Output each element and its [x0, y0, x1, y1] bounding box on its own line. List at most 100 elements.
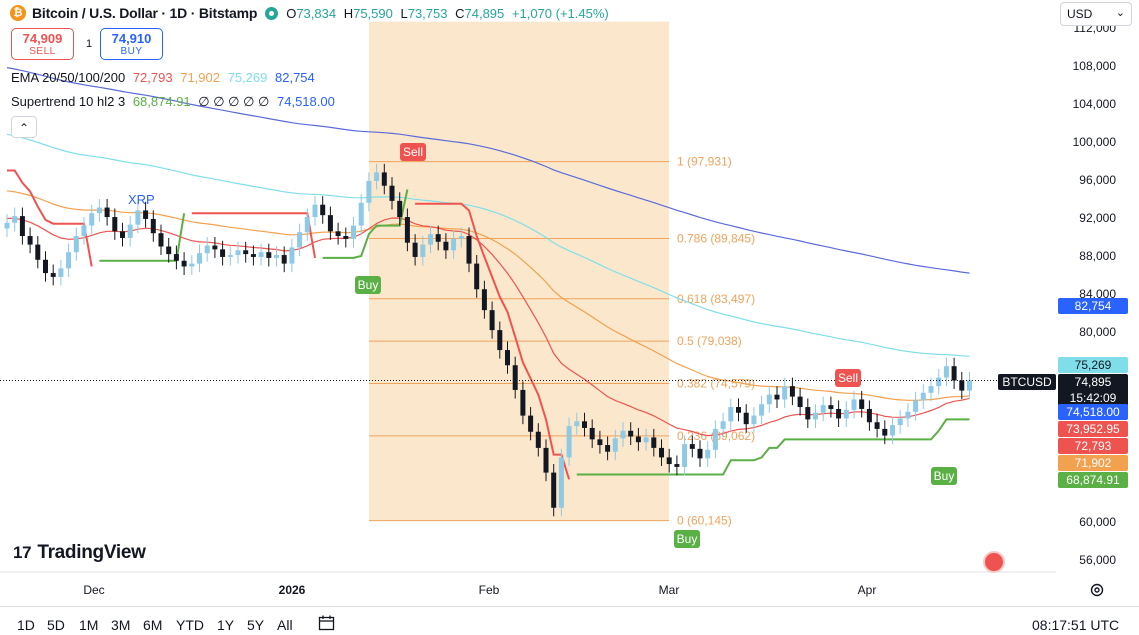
fib-level-label: 0.786 (89,845) — [677, 231, 755, 245]
candle-body — [135, 210, 141, 225]
candle-body — [605, 445, 611, 452]
candle-body — [289, 247, 295, 264]
candle-body — [951, 366, 957, 381]
candle-body — [127, 224, 133, 238]
utc-clock[interactable]: 08:17:51 UTC — [1032, 617, 1120, 633]
candle-body — [897, 418, 903, 426]
candle-body — [520, 389, 526, 416]
candle-body — [220, 249, 226, 257]
timeframe-button-1m[interactable]: 1M — [79, 617, 99, 633]
timeframe-button-6m[interactable]: 6M — [143, 617, 163, 633]
us-flag-icon[interactable] — [983, 551, 1005, 573]
candle-body — [104, 207, 110, 218]
candle-body — [674, 464, 680, 467]
change-value: +1,070 (+1.45%) — [511, 5, 609, 21]
candle-body — [358, 202, 364, 226]
candle-body — [158, 233, 164, 247]
supertrend-legend[interactable]: Supertrend 10 hl2 3 68,874.91 ∅ ∅ ∅ ∅ ∅ … — [11, 94, 339, 110]
timeframe-button-5y[interactable]: 5Y — [247, 617, 265, 633]
candle-body — [397, 200, 403, 218]
timeframe-button-all[interactable]: All — [277, 617, 293, 633]
candle-body — [404, 217, 410, 243]
candle-body — [728, 407, 734, 422]
tradingview-logo[interactable]: 17 TradingView — [13, 542, 146, 564]
candle-body — [143, 210, 149, 219]
price-tick-label: 56,000 — [1079, 553, 1116, 567]
candle-body — [335, 231, 341, 237]
time-tick-label: Apr — [858, 583, 877, 597]
sell-price: 74,909 — [22, 31, 63, 46]
buy-signal-1: Buy — [358, 278, 379, 292]
candle-body — [959, 380, 965, 391]
candle-body — [535, 431, 541, 448]
candle-body — [820, 405, 826, 413]
candle-body — [389, 185, 395, 201]
calendar-goto-icon[interactable] — [318, 615, 335, 631]
timeframe-button-3m[interactable]: 3M — [111, 617, 131, 633]
ohlc-values: O73,834 H75,590 L73,753 C74,895 +1,070 (… — [286, 5, 609, 21]
candle-body — [204, 245, 210, 254]
candle-body — [374, 172, 380, 181]
price-tick-label: 80,000 — [1079, 325, 1116, 339]
fib-level-label: 0 (60,145) — [677, 514, 732, 528]
candle-body — [58, 268, 64, 277]
last-price-tag: 74,895 15:42:09 — [1058, 374, 1128, 406]
candle-body — [928, 386, 934, 393]
candle-body — [943, 366, 949, 378]
candle-body — [274, 255, 279, 258]
candle-body — [489, 310, 495, 331]
ema50-line — [6, 190, 970, 401]
candle-body — [697, 448, 703, 459]
sell-signal-1: Sell — [403, 145, 423, 159]
price-axis-tag: 72,793 — [1058, 438, 1128, 454]
candle-body — [766, 394, 772, 405]
candle-body — [235, 250, 241, 256]
chevron-up-icon: ⌃ — [18, 121, 30, 135]
buy-button[interactable]: 74,910 BUY — [100, 28, 163, 60]
candle-body — [782, 386, 788, 400]
sell-button[interactable]: 74,909 SELL — [11, 28, 74, 60]
candle-body — [689, 444, 695, 449]
price-tick-label: 104,000 — [1073, 97, 1117, 111]
ema-legend[interactable]: EMA 20/50/100/200 72,793 71,902 75,269 8… — [11, 70, 319, 85]
sell-signal-2: Sell — [838, 371, 858, 385]
candle-body — [582, 421, 587, 428]
candle-body — [227, 255, 233, 257]
buy-signal-3: Buy — [934, 469, 955, 483]
time-tick-label: Feb — [479, 583, 500, 597]
candle-body — [574, 421, 580, 427]
market-status-icon[interactable] — [265, 6, 279, 20]
candle-body — [120, 231, 125, 238]
candle-body — [250, 254, 256, 257]
candle-body — [866, 408, 872, 423]
candle-body — [481, 289, 487, 311]
candle-body — [890, 425, 895, 436]
timeframe-button-ytd[interactable]: YTD — [176, 617, 204, 633]
timeframe-button-1y[interactable]: 1Y — [217, 617, 235, 633]
candle-body — [682, 444, 688, 467]
candle-body — [96, 207, 102, 214]
timeframe-button-5d[interactable]: 5D — [47, 617, 65, 633]
price-axis-tag: 82,754 — [1058, 298, 1128, 314]
candle-body — [212, 245, 218, 250]
supertrend-up-line — [99, 189, 970, 476]
candle-body — [620, 430, 626, 439]
time-tick-label: Mar — [659, 583, 680, 597]
candle-body — [351, 225, 356, 239]
symbol-title[interactable]: Bitcoin / U.S. Dollar · 1D · Bitstamp — [32, 5, 258, 21]
price-tick-label: 96,000 — [1079, 173, 1116, 187]
currency-select[interactable]: USD ⌄ — [1060, 2, 1132, 26]
timeframe-button-1d[interactable]: 1D — [17, 617, 35, 633]
candle-body — [743, 412, 749, 425]
candle-body — [4, 222, 10, 229]
sell-signal-1-bg — [400, 143, 426, 161]
candle-body — [505, 350, 510, 366]
settings-icon[interactable] — [1089, 582, 1105, 598]
ema200-value: 82,754 — [275, 70, 315, 85]
candle-body — [43, 259, 48, 274]
collapse-legend-button[interactable]: ⌃ — [11, 116, 37, 138]
buy-signal-2-bg — [674, 530, 700, 548]
price-tick-label: 88,000 — [1079, 249, 1116, 263]
xrp-note: XRP — [128, 192, 155, 207]
